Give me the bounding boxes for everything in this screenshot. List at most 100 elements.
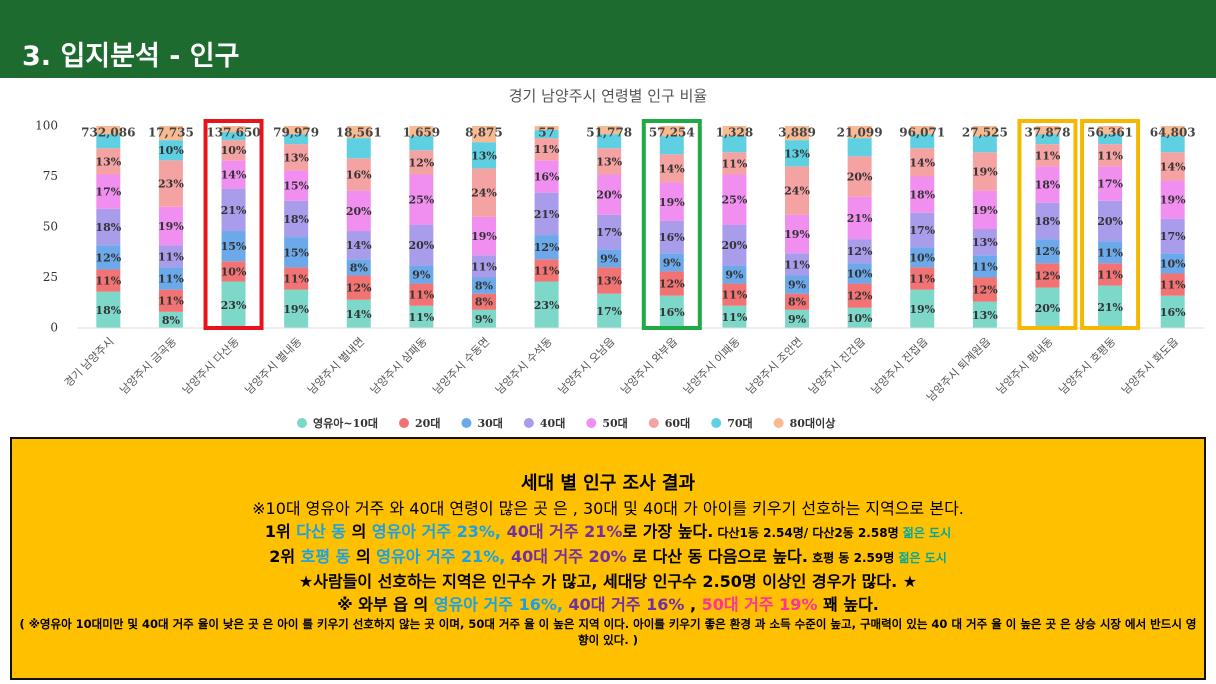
legend-label: 50대 (602, 416, 627, 430)
total-label: 51,778 (586, 126, 632, 140)
summary-text: 50대 거주 19% (701, 595, 818, 614)
value-label: 13% (972, 236, 998, 249)
legend-swatch (648, 418, 659, 428)
value-label: 11% (471, 260, 497, 273)
summary-title: 세대 별 인구 조사 결과 (520, 473, 696, 494)
legend-swatch (586, 418, 597, 428)
value-label: 11% (972, 260, 998, 273)
bar-segment (534, 160, 559, 193)
bar-segment (972, 136, 997, 153)
bar-segment (785, 309, 810, 328)
legend-label: 영유아~10대 (313, 416, 378, 430)
total-label: 137,650 (206, 126, 260, 140)
value-label: 11% (408, 311, 434, 324)
bar-segment (1098, 263, 1123, 286)
value-label: 21% (1097, 301, 1123, 314)
total-label: 3,889 (778, 126, 816, 140)
value-label: 17% (596, 226, 622, 239)
bar-segment (1160, 218, 1185, 254)
value-label: 16% (659, 231, 685, 244)
value-label: 10% (221, 265, 247, 278)
value-label: 20% (408, 239, 434, 252)
bar-segment (1160, 152, 1185, 181)
value-label: 13% (471, 149, 497, 162)
chart: 경기 남양주시 연령별 인구 비율 0 25 50 75 100 18% 11% 12% 18%… (35, 87, 1204, 430)
total-label: 37,878 (1025, 126, 1071, 140)
value-label: 10% (909, 251, 935, 264)
bar-segment (409, 224, 434, 266)
summary-line: ( ※영유아 10대미만 및 40대 거주 율이 낮은 곳 은 아이 를 키우기… (12, 616, 1204, 650)
value-label: 18% (909, 189, 935, 202)
bar-segment (722, 224, 747, 266)
bar-segment (471, 277, 496, 294)
y-tick-label: 25 (43, 270, 58, 284)
bar-segment (597, 249, 622, 268)
bar-segment (158, 140, 183, 161)
bar-segment (659, 271, 684, 296)
value-label: 11% (1035, 149, 1061, 162)
x-tick-label: 남양주시 진접읍 (869, 335, 931, 397)
bar-segment (597, 214, 622, 250)
bar-segment (471, 216, 496, 256)
value-label: 11% (1160, 279, 1186, 292)
summary-text: 로 다산 동 다음으로 높다. (626, 547, 808, 566)
bar-segment (847, 239, 872, 264)
summary-text: 영유아 거주 16%, (433, 595, 563, 614)
value-label: 23% (221, 299, 247, 312)
bar-segment (96, 134, 121, 149)
bar-segment (1160, 136, 1185, 153)
bar-segment (847, 307, 872, 328)
value-label: 9% (475, 313, 494, 326)
legend-label: 20대 (415, 416, 440, 430)
value-label: 21% (221, 204, 247, 217)
bar-segment (221, 126, 246, 133)
value-label: 17% (596, 305, 622, 318)
value-label: 12% (534, 241, 560, 254)
bar-segment (1035, 263, 1060, 288)
value-label: 18% (1035, 179, 1061, 192)
x-tick-label: 남양주시 이패동 (681, 335, 743, 397)
bar-segment (722, 265, 747, 284)
value-label: 17% (1160, 230, 1186, 243)
bar-segment (785, 214, 810, 254)
value-label: 19% (283, 303, 309, 316)
bar-segment (597, 293, 622, 328)
total-label: 27,525 (962, 126, 1008, 140)
summary-text: 영유아 거주 21%, (376, 547, 506, 566)
value-label: 19% (471, 230, 497, 243)
highlight-box (641, 119, 702, 330)
value-label: 11% (408, 289, 434, 302)
value-label: 11% (534, 143, 560, 156)
bar-segment (722, 152, 747, 175)
value-label: 9% (725, 268, 744, 281)
value-label: 20% (346, 205, 372, 218)
bar-segment (847, 156, 872, 197)
summary-text: 40대 거주 21% (501, 522, 623, 541)
bar-segment (972, 277, 997, 302)
total-label: 21,099 (837, 126, 883, 140)
value-label: 13% (596, 275, 622, 288)
bar-segment (346, 299, 371, 328)
value-label: 23% (534, 299, 560, 312)
summary-box: 세대 별 인구 조사 결과 ※10대 영유아 거주 와 40대 연령이 많은 곳 … (10, 437, 1206, 680)
bar-segment (659, 154, 684, 183)
total-label: 56,361 (1087, 126, 1133, 140)
bar-segment (597, 134, 622, 149)
total-label: 64,803 (1150, 126, 1196, 140)
value-label: 12% (1035, 245, 1061, 258)
value-label: 9% (788, 313, 807, 326)
bar-segment (221, 281, 246, 328)
bar-segment (284, 267, 309, 290)
bar-segment (346, 190, 371, 232)
bar-segment (1098, 241, 1123, 264)
bar-segment (284, 134, 309, 145)
bar-segment (972, 301, 997, 328)
value-label: 24% (784, 185, 810, 198)
total-label: 57 (538, 126, 555, 140)
bar-segment (1035, 126, 1060, 135)
x-tick-label: 남양주시 퇴계원읍 (924, 335, 993, 404)
bar-segment (96, 269, 121, 292)
bar-segment (1035, 134, 1060, 145)
legend-swatch (297, 418, 307, 428)
value-label: 11% (1097, 149, 1123, 162)
